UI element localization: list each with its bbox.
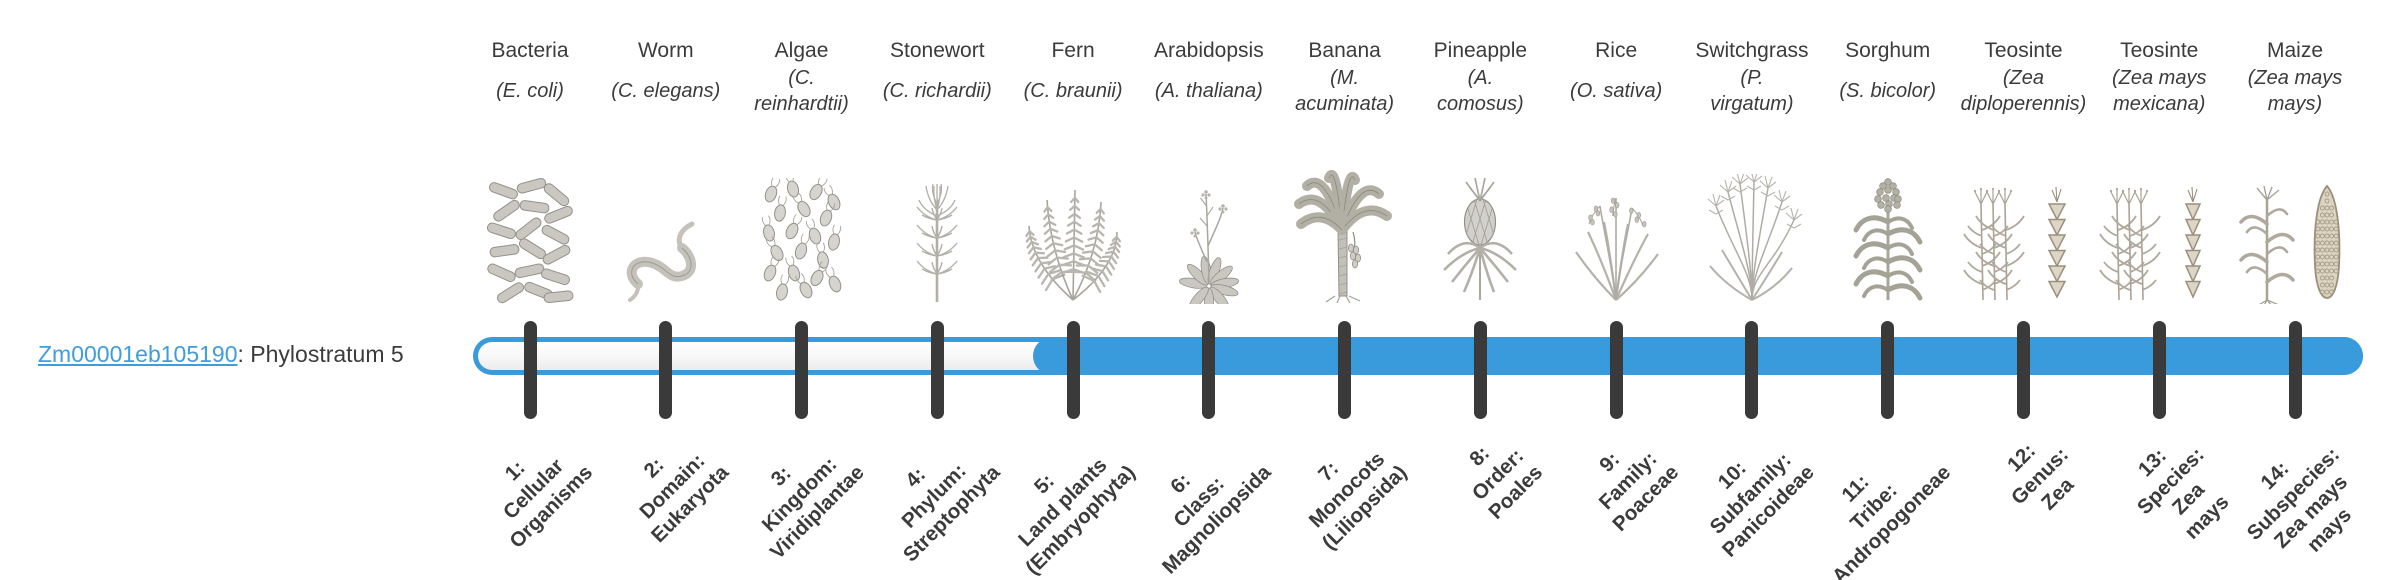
- phylostratum-tick-mark: [1202, 321, 1216, 419]
- sorghum-icon: [1818, 166, 1958, 304]
- phylostratum-tick-mark: [2288, 321, 2302, 419]
- phylostratum-tick-mark: [930, 321, 944, 419]
- organism-name-label: Banana: [1308, 39, 1381, 62]
- phylostratum-tick-mark: [2016, 321, 2030, 419]
- rice-icon: [1546, 166, 1686, 304]
- phylostratum-tick-mark: [1338, 321, 1352, 419]
- phylostratum-label: 6: Class: Magnoliopsida: [1158, 460, 1276, 579]
- organism-name-label: Switchgrass: [1695, 39, 1809, 62]
- organism-name-label: Algae: [774, 39, 829, 62]
- organism-name-label: Bacteria: [491, 39, 569, 62]
- phylostratum-tick-mark: [523, 321, 537, 419]
- teosinte-diploperennis-icon: [1953, 166, 2093, 304]
- organism-species-label: (C. elegans): [611, 80, 721, 102]
- organism-name-label: Arabidopsis: [1153, 39, 1264, 62]
- organism-species-label: (P. virgatum): [1710, 67, 1794, 115]
- organism-name-label: Worm: [637, 39, 694, 62]
- gene-phylostratum-text: : Phylostratum 5: [237, 341, 404, 367]
- banana-icon: [1275, 166, 1415, 304]
- organism-species-label: (S. bicolor): [1839, 80, 1937, 102]
- algae-icon: [732, 166, 872, 304]
- organism-name-label: Maize: [2266, 39, 2324, 62]
- phylostratum-label: 5: Land plants (Embryophyta): [1014, 453, 1141, 580]
- phylostratum-label: 7: Monocots (Liliopsida): [1304, 447, 1412, 555]
- phylostratum-label: 11: Tribe: Andropogoneae: [1827, 460, 1955, 580]
- gene-label: Zm00001eb105190: Phylostratum 5: [38, 341, 404, 368]
- phylostratum-tick-mark: [1745, 321, 1759, 419]
- organism-species-label: (Zea diploperennis): [1960, 67, 2087, 115]
- phylostratum-label: 13: Species: Zea mays: [2132, 442, 2234, 544]
- phylostratum-label: 1: Cellular Organisms: [498, 454, 598, 553]
- teosinte-mexicana-icon: [2089, 166, 2229, 304]
- organism-species-label: (A. thaliana): [1154, 80, 1263, 102]
- organism-species-label: (A. comosus): [1437, 67, 1524, 115]
- organism-species-label: (E. coli): [496, 80, 564, 102]
- phylostratum-label: 3: Kingdom: Viridiplantae: [757, 452, 869, 564]
- phylostratum-label: 14: Subspecies: Zea mays mays: [2242, 442, 2356, 557]
- phylostratum-label: 8: Order: Poales: [1465, 441, 1548, 524]
- organism-species-label: (C. reinhardtii): [754, 67, 849, 115]
- organism-species-label: (Zea mays mexicana): [2112, 67, 2207, 115]
- stonewort-icon: [867, 166, 1007, 304]
- fern-icon: [1003, 166, 1143, 304]
- timeline-bar: [473, 337, 2363, 375]
- phylostratum-tick-mark: [1066, 321, 1080, 419]
- organism-species-label: (C. braunii): [1023, 80, 1123, 102]
- organism-species-label: (Zea mays mays): [2247, 67, 2343, 115]
- organism-name-label: Stonewort: [890, 39, 985, 62]
- switchgrass-icon: [1682, 166, 1822, 304]
- organism-name-label: Fern: [1051, 39, 1095, 62]
- phylostratum-label: 12: Genus: Zea: [2002, 439, 2079, 515]
- phylostratum-tick-mark: [2152, 321, 2166, 419]
- organism-species-label: (M. acuminata): [1295, 67, 1395, 115]
- worm-icon: [596, 166, 736, 304]
- phylostratum-label: 9: Family: Poaceae: [1594, 446, 1684, 536]
- arabidopsis-icon: [1139, 166, 1279, 304]
- phylostratum-label: 4: Phylum: Streptophyta: [896, 458, 1005, 567]
- organism-name-label: Sorghum: [1845, 39, 1931, 62]
- phylostratum-tick-mark: [659, 321, 673, 419]
- gene-id-link[interactable]: Zm00001eb105190: [38, 341, 238, 367]
- organism-name-label: Rice: [1595, 39, 1638, 62]
- organism-name-label: Pineapple: [1433, 39, 1528, 62]
- timeline-bar-filled: [1033, 337, 2363, 375]
- phylostratum-tick-mark: [1881, 321, 1895, 419]
- maize-icon: [2225, 166, 2365, 304]
- bacteria-icon: [460, 166, 600, 304]
- organism-species-label: (C. richardii): [882, 80, 992, 102]
- phylostratum-tick-mark: [1473, 321, 1487, 419]
- phylostratum-label: 2: Domain: Eukaryota: [634, 448, 733, 548]
- organism-name-label: Teosinte: [2120, 39, 2199, 62]
- organism-species-label: (O. sativa): [1570, 80, 1663, 102]
- phylostratum-tick-mark: [795, 321, 809, 419]
- phylostratum-tick-mark: [1609, 321, 1623, 419]
- organism-name-label: Teosinte: [1984, 39, 2063, 62]
- pineapple-icon: [1410, 166, 1550, 304]
